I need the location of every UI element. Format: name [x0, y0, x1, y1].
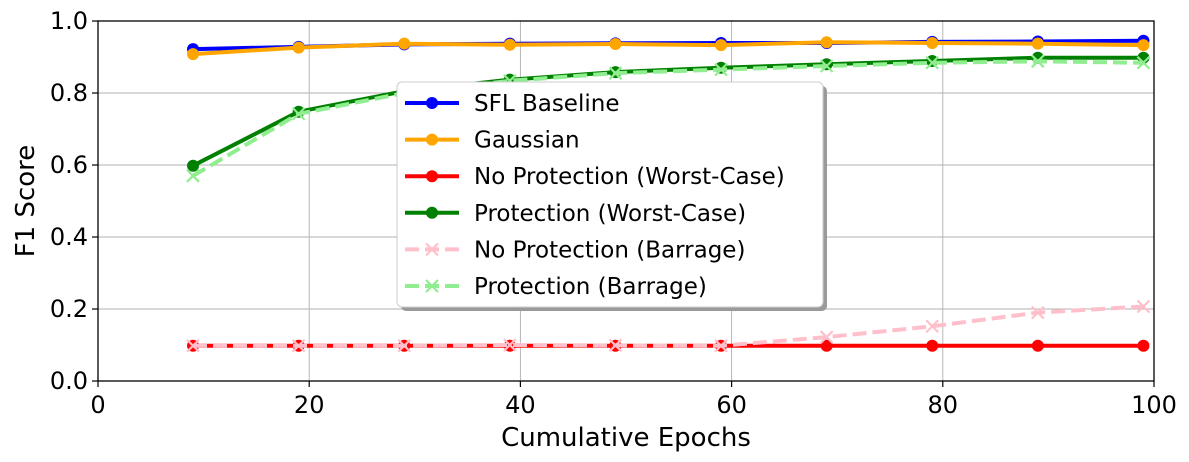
legend-entry: Gaussian	[405, 128, 580, 154]
x-tick-label: 80	[928, 391, 959, 419]
data-point	[1031, 54, 1045, 69]
legend-marker	[426, 206, 438, 219]
data-point	[926, 339, 939, 352]
data-point	[609, 38, 622, 51]
data-point	[926, 36, 939, 49]
x-tick-label: 60	[716, 391, 747, 419]
y-tick-label: 0.2	[50, 295, 88, 323]
data-point	[714, 338, 728, 353]
data-point	[187, 159, 200, 172]
data-point	[1031, 37, 1044, 50]
legend-label: Protection (Barrage)	[474, 274, 707, 300]
data-point	[819, 330, 834, 344]
data-point	[820, 339, 833, 352]
data-point	[187, 48, 200, 61]
data-point	[186, 338, 200, 353]
legend-marker	[425, 279, 439, 293]
y-axis-label: F1 Score	[11, 145, 41, 258]
legend: SFL Baseline Gaussian No Protection (Worst…	[396, 81, 827, 311]
legend-entry: No Protection (Worst-Case)	[405, 164, 785, 190]
data-point	[820, 36, 833, 49]
y-tick-label: 1.0	[50, 7, 88, 35]
legend-marker	[426, 133, 438, 146]
axis-ticks: 0 20 40 60 80 100 0.0 0.2 0.4 0.6 0.8 1.0	[50, 7, 1177, 419]
data-point	[397, 338, 412, 353]
data-point	[714, 62, 728, 77]
y-tick-label: 0.8	[50, 79, 88, 107]
x-tick-label: 0	[90, 391, 105, 419]
legend-entry: Protection (Barrage)	[405, 274, 707, 300]
legend-entry: SFL Baseline	[405, 91, 619, 117]
data-point	[291, 107, 306, 121]
series-2	[187, 339, 1150, 352]
data-point	[1137, 39, 1150, 52]
y-tick-label: 0.6	[50, 151, 88, 179]
data-point	[608, 66, 623, 80]
data-point	[819, 59, 834, 73]
series-line	[192, 40, 1144, 57]
data-point	[1136, 299, 1151, 314]
legend-entry: No Protection (Barrage)	[405, 237, 745, 263]
data-point	[1031, 305, 1045, 320]
legend-label: No Protection (Worst-Case)	[474, 164, 785, 190]
series-area	[186, 34, 1151, 353]
series-line	[193, 304, 1144, 348]
x-tick-label: 100	[1131, 391, 1177, 419]
x-axis-label: Cumulative Epochs	[501, 423, 751, 453]
data-point	[398, 37, 411, 50]
data-point	[715, 39, 728, 52]
data-point	[925, 319, 940, 334]
legend-marker	[426, 97, 438, 109]
legend-entry: Protection (Worst-Case)	[405, 201, 746, 227]
y-tick-label: 0.0	[50, 367, 88, 395]
data-point	[503, 38, 516, 51]
legend-marker	[425, 242, 439, 257]
data-point	[1136, 55, 1151, 70]
x-tick-label: 20	[294, 391, 325, 419]
legend-label: Protection (Worst-Case)	[474, 201, 746, 227]
data-point	[1031, 339, 1044, 352]
plot-frame	[97, 20, 1155, 382]
legend-label: No Protection (Barrage)	[474, 237, 745, 263]
legend-box	[396, 81, 824, 308]
legend-marker	[426, 170, 438, 183]
series-1	[187, 36, 1150, 61]
data-point	[292, 41, 305, 54]
legend-label: Gaussian	[474, 128, 580, 154]
series-line	[191, 59, 1144, 178]
series-4	[186, 299, 1151, 353]
series-line	[192, 55, 1144, 168]
data-point	[608, 338, 623, 353]
data-point	[291, 338, 306, 353]
data-point	[1137, 339, 1150, 352]
x-tick-label: 40	[505, 391, 536, 419]
data-point	[186, 169, 200, 183]
data-point	[503, 338, 517, 352]
data-point	[925, 55, 940, 70]
y-tick-label: 0.4	[50, 223, 88, 251]
legend-label: SFL Baseline	[474, 91, 619, 117]
